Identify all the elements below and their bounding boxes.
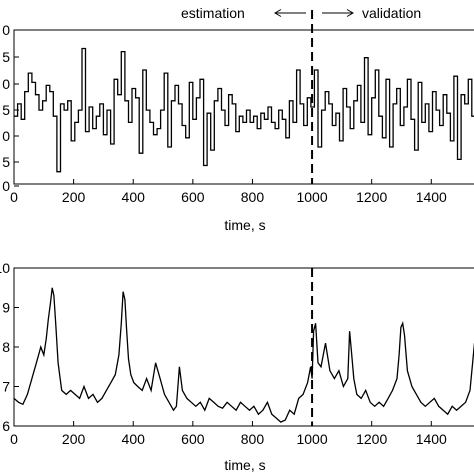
x-tick-label: 1400 bbox=[416, 189, 447, 205]
estimation-arrow bbox=[274, 9, 306, 17]
bottom-series bbox=[13, 287, 474, 423]
y-tick-label: 0 bbox=[2, 76, 10, 92]
series-line bbox=[13, 287, 474, 423]
x-tick-label: 0 bbox=[10, 189, 18, 205]
x-tick-label: 1400 bbox=[416, 431, 447, 447]
bottom-x-axis: 0 200 400 600 800 1000 1200 1400 bbox=[10, 421, 447, 447]
y-tick-label: 5 bbox=[2, 102, 10, 118]
x-tick-label: 400 bbox=[122, 431, 146, 447]
y-tick-label: 9 bbox=[2, 300, 10, 316]
y-tick-label: 10 bbox=[0, 260, 10, 276]
x-tick-label: 1000 bbox=[296, 189, 327, 205]
bottom-line-chart: 6 7 8 9 10 0 200 400 600 800 1000 1200 1400 time, s bbox=[0, 260, 474, 473]
y-tick-label: 0 bbox=[2, 128, 10, 144]
bottom-y-axis: 6 7 8 9 10 bbox=[0, 260, 19, 434]
x-tick-label: 800 bbox=[241, 189, 265, 205]
validation-arrow bbox=[322, 9, 354, 17]
top-x-axis: 0 200 400 600 800 1000 1200 1400 bbox=[10, 179, 447, 205]
x-tick-label: 0 bbox=[10, 431, 18, 447]
x-tick-label: 800 bbox=[241, 431, 265, 447]
x-tick-label: 1000 bbox=[296, 431, 327, 447]
top-step-chart: estimation validation 0 5 0 5 0 5 0 0 200 400 600… bbox=[2, 5, 474, 233]
x-tick-label: 600 bbox=[181, 189, 205, 205]
y-tick-label: 7 bbox=[2, 379, 10, 395]
validation-label: validation bbox=[362, 5, 421, 21]
y-tick-label: 5 bbox=[2, 154, 10, 170]
bottom-x-axis-title: time, s bbox=[224, 457, 265, 473]
y-tick-label: 8 bbox=[2, 339, 10, 355]
series-line bbox=[14, 47, 474, 173]
y-tick-label: 5 bbox=[2, 49, 10, 65]
x-tick-label: 1200 bbox=[356, 431, 387, 447]
y-tick-label: 6 bbox=[2, 418, 10, 434]
y-tick-label: 0 bbox=[2, 22, 10, 38]
x-tick-label: 200 bbox=[62, 431, 86, 447]
top-plot-frame bbox=[13, 29, 474, 185]
x-tick-label: 200 bbox=[62, 189, 86, 205]
top-y-axis: 0 5 0 5 0 5 0 bbox=[2, 22, 19, 194]
x-tick-label: 600 bbox=[181, 431, 205, 447]
top-x-axis-title: time, s bbox=[224, 217, 265, 233]
x-tick-label: 1200 bbox=[356, 189, 387, 205]
x-tick-label: 400 bbox=[122, 189, 146, 205]
y-tick-label: 0 bbox=[2, 178, 10, 194]
top-series bbox=[14, 47, 474, 173]
estimation-label: estimation bbox=[181, 5, 245, 21]
